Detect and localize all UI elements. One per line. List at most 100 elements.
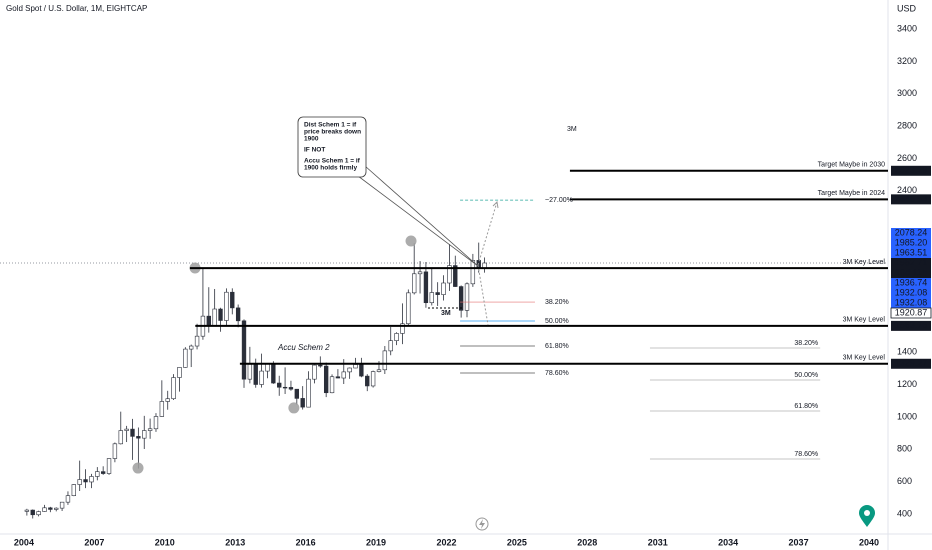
- candle-body: [130, 428, 135, 437]
- candle-body: [435, 292, 440, 295]
- callout-pointer: [357, 175, 479, 267]
- x-tick-label: 2010: [155, 537, 175, 547]
- candle-body: [247, 363, 253, 380]
- candle-body: [30, 509, 35, 516]
- candle-body: [171, 377, 176, 400]
- replay-bolt: [479, 519, 485, 529]
- pivot-marker: [132, 462, 144, 474]
- x-tick-label: 2037: [789, 537, 809, 547]
- candle-body: [136, 436, 141, 439]
- candle-body: [458, 286, 464, 311]
- y-tick-label: 3200: [897, 56, 917, 66]
- callout-text: 1900: [304, 136, 319, 143]
- x-tick-label: 2016: [296, 537, 316, 547]
- candle-body: [83, 479, 88, 483]
- projection: [428, 200, 499, 326]
- candle-body: [429, 292, 434, 304]
- candle-body: [329, 376, 335, 394]
- location-dot: [864, 510, 870, 516]
- y-tick-label: 600: [897, 476, 912, 486]
- candle-body: [142, 430, 147, 439]
- candle-body: [341, 371, 346, 379]
- candle-body: [277, 382, 282, 388]
- candle-body: [189, 345, 194, 350]
- candle-body: [153, 416, 159, 430]
- x-tick-label: 2022: [436, 537, 456, 547]
- price-label: 1936.74: [895, 277, 928, 287]
- y-tick-label: 3400: [897, 23, 917, 33]
- callout-text: Accu Schem 1 = if: [304, 158, 361, 165]
- callout-text: 1900 holds firmly: [304, 165, 357, 172]
- candle-body: [376, 369, 382, 372]
- replay-icon[interactable]: [475, 517, 489, 531]
- annotation: 3M: [567, 126, 577, 133]
- price-label-box: [891, 165, 931, 176]
- arrow-head: [492, 200, 499, 209]
- candle-body: [106, 458, 112, 474]
- candle-body: [382, 350, 388, 371]
- candle-body: [194, 335, 200, 347]
- target-label: Target Maybe in 2024: [818, 190, 885, 197]
- candle-body: [59, 501, 65, 509]
- candle-body: [95, 471, 100, 477]
- candle-body: [36, 511, 41, 516]
- candle-body: [65, 495, 71, 503]
- callout-box: [297, 116, 367, 178]
- annotation: 3M: [441, 310, 451, 317]
- candle-body: [423, 271, 429, 304]
- callout-text: Dist Schem 1 = if: [304, 122, 357, 129]
- x-tick-label: 2040: [859, 537, 879, 547]
- candle-body: [447, 265, 452, 284]
- candle-body: [71, 484, 77, 496]
- price-label-box: [891, 358, 931, 369]
- candle-body: [464, 283, 470, 311]
- candle-body: [235, 307, 241, 322]
- currency: USD: [897, 3, 917, 13]
- candle-body: [294, 388, 299, 399]
- y-tick-label: 2800: [897, 120, 917, 130]
- y-tick-label: 3000: [897, 88, 917, 98]
- fib-label: 78.60%: [545, 370, 569, 377]
- price-label: 1963.51: [895, 247, 928, 257]
- y-tick-label: 1400: [897, 347, 917, 357]
- candle-body: [288, 387, 294, 390]
- price-label: 10d 11h: [895, 267, 927, 277]
- candle-body: [230, 291, 235, 309]
- x-tick-label: 2028: [577, 537, 597, 547]
- price-label: 1985.20: [895, 237, 928, 247]
- callout-text: IF NOT: [304, 147, 325, 154]
- price-label: 1952.71: [895, 257, 928, 267]
- target-label: Target Maybe in 2030: [818, 162, 885, 169]
- price-label-box: [891, 258, 931, 268]
- candle-body: [48, 507, 53, 510]
- candle-body: [365, 375, 370, 387]
- price-label: 2078.24: [895, 227, 928, 237]
- candle-body: [218, 308, 223, 321]
- candle-body: [241, 320, 247, 380]
- price-label: 1932.08: [895, 287, 928, 297]
- x-tick-label: 2013: [225, 537, 245, 547]
- key-level-label: 3M Key Level: [843, 259, 886, 266]
- candle-body: [370, 371, 376, 387]
- candle-body: [253, 363, 258, 385]
- candle-body: [100, 471, 106, 474]
- candle-body: [394, 333, 399, 341]
- candle-body: [300, 398, 305, 408]
- candle-body: [359, 364, 364, 377]
- x-tick-label: 2019: [366, 537, 386, 547]
- chart-title: Gold Spot / U.S. Dollar, 1M, EIGHTCAP: [6, 4, 147, 13]
- price-label-box: [891, 248, 931, 258]
- candle-body: [406, 292, 411, 325]
- y-tick-label: 800: [897, 444, 912, 454]
- candle-body: [54, 507, 59, 510]
- candle-body: [206, 315, 211, 326]
- candle-body: [388, 340, 393, 352]
- candle-body: [265, 363, 270, 372]
- candle-body: [177, 367, 182, 378]
- pivot-marker: [288, 402, 300, 414]
- x-tick-label: 2025: [507, 537, 527, 547]
- fib-label: 61.80%: [545, 343, 569, 350]
- price-label: 1563.75: [895, 320, 928, 330]
- callout-text: price breaks down: [304, 129, 361, 136]
